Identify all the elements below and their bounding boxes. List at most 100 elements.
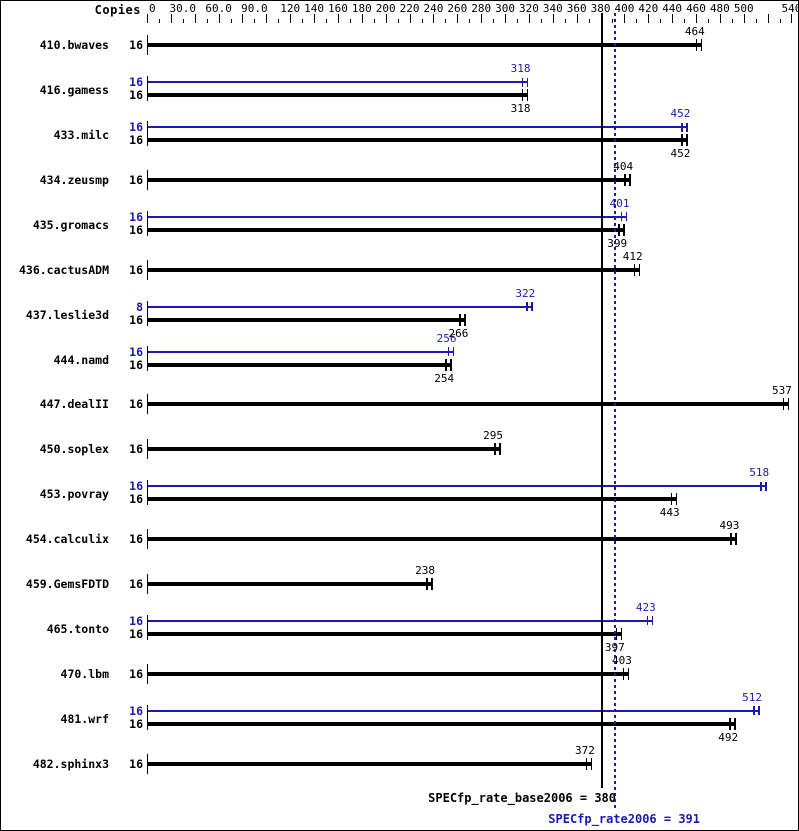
row-axis-tick [147,76,148,102]
bar-endcap-peak [526,302,528,312]
bar-base [148,582,432,587]
benchmark-name: 482.sphinx3 [32,756,109,771]
bar-endcap-base [618,223,620,236]
bar-endcap-peak [765,481,767,491]
axis-label-0: 0 [149,2,156,15]
specfp-rate-base-footer: SPECfp_rate_base2006 = 380 [428,791,616,805]
benchmark-row: 453.povray 16 16 518 443 [1,466,798,520]
bar-endcap-base [585,757,588,770]
bar-endcap-base [675,493,678,506]
copies-base: 16 [129,716,143,731]
bar-endcap-base [622,667,625,680]
axis-label-160: 160 [328,2,348,15]
bar-value-peak: 423 [635,600,656,614]
bar-endcap-peak [753,706,755,716]
bar-endcap-base [431,578,433,591]
bar-endcap-base [735,533,737,546]
axis-tick-110 [278,19,280,23]
bar-endcap-base [782,398,785,411]
copies-base: 16 [129,222,143,237]
bar-endcap-base [787,398,790,411]
bar-peak [148,709,759,712]
axis-label-90.0: 90.0 [241,2,268,15]
axis-tick-490 [731,19,733,23]
axis-tick-390 [612,19,614,23]
bar-endcap-peak [452,347,455,357]
bar-value-base: 266 [448,326,469,340]
axis-label-360: 360 [566,2,587,15]
bar-endcap-base [459,313,461,326]
bar-base [148,362,451,367]
axis-label-300: 300 [495,2,515,15]
bar-value-peak: 318 [510,62,531,76]
axis-tick-300 [505,14,507,23]
row-axis-tick [147,614,148,640]
copies-base: 16 [129,312,143,327]
axis-tick-180 [361,14,363,23]
bar-value-base: 412 [622,249,643,263]
axis-tick-420 [648,14,650,23]
benchmark-name: 436.cactusADM [18,262,109,277]
bar-endcap-base [445,358,447,371]
axis-label-140: 140 [304,2,325,15]
axis-tick-540 [791,14,793,23]
bar-base [148,178,630,183]
axis-tick-460 [696,14,697,23]
benchmark-name: 435.gromacs [32,217,109,232]
axis-tick-20 [170,14,172,23]
axis-tick-200 [385,14,387,23]
bar-endcap-peak [521,77,524,87]
copies-base: 16 [129,532,143,547]
row-axis-tick [147,345,148,371]
axis-tick-510 [755,19,757,23]
bar-endcap-base [615,627,618,640]
bar-endcap-base [499,443,501,456]
row-axis-tick [147,704,148,730]
bar-endcap-base [521,89,524,102]
benchmark-name: 481.wrf [60,711,109,726]
benchmark-row: 481.wrf 16 16 512 492 [1,691,798,744]
bar-endcap-base [627,667,630,680]
benchmark-name: 437.leslie3d [25,307,109,322]
benchmark-row: 470.lbm 16 403 [1,651,798,696]
copies-base: 16 [129,262,143,277]
bar-endcap-peak [531,302,533,312]
axis-label-180: 180 [351,2,372,15]
bar-base [148,761,591,766]
bar-endcap-base [695,39,698,52]
axis-tick-400 [624,14,626,23]
axis-tick-210 [397,19,399,23]
axis-label-540: 540 [781,2,798,15]
bar-base [148,671,628,676]
row-axis-tick [147,170,148,191]
axis-tick-280 [481,14,483,23]
bar-endcap-base [734,717,736,730]
benchmark-name: 410.bwaves [39,38,109,53]
bar-base [148,138,687,143]
copies-base: 16 [129,38,143,53]
axis-tick-360 [576,14,578,23]
bar-value-peak: 256 [436,331,457,345]
reference-line-peak [613,13,616,811]
bar-endcap-base [426,578,428,591]
bar-endcap-base [670,493,673,506]
benchmark-name: 447.dealII [39,397,109,412]
bar-endcap-base [629,174,631,187]
bar-endcap-base [624,174,626,187]
bar-endcap-peak [625,212,628,222]
bar-value-base: 443 [659,506,680,520]
axis-label-340: 340 [542,2,563,15]
axis-tick-370 [588,19,590,23]
copies-peak: 16 [129,479,143,494]
reference-line-base [600,13,603,788]
copies-base: 16 [129,88,143,103]
row-axis-tick [147,529,148,550]
benchmark-name: 470.lbm [60,666,109,681]
bar-endcap-peak [526,77,529,87]
axis-tick-310 [516,19,518,23]
axis-tick-250 [445,19,447,23]
axis-label-30.0: 30.0 [169,2,197,15]
bar-endcap-peak [620,212,623,222]
axis-tick-530 [779,19,781,23]
axis-tick-120 [290,14,292,23]
